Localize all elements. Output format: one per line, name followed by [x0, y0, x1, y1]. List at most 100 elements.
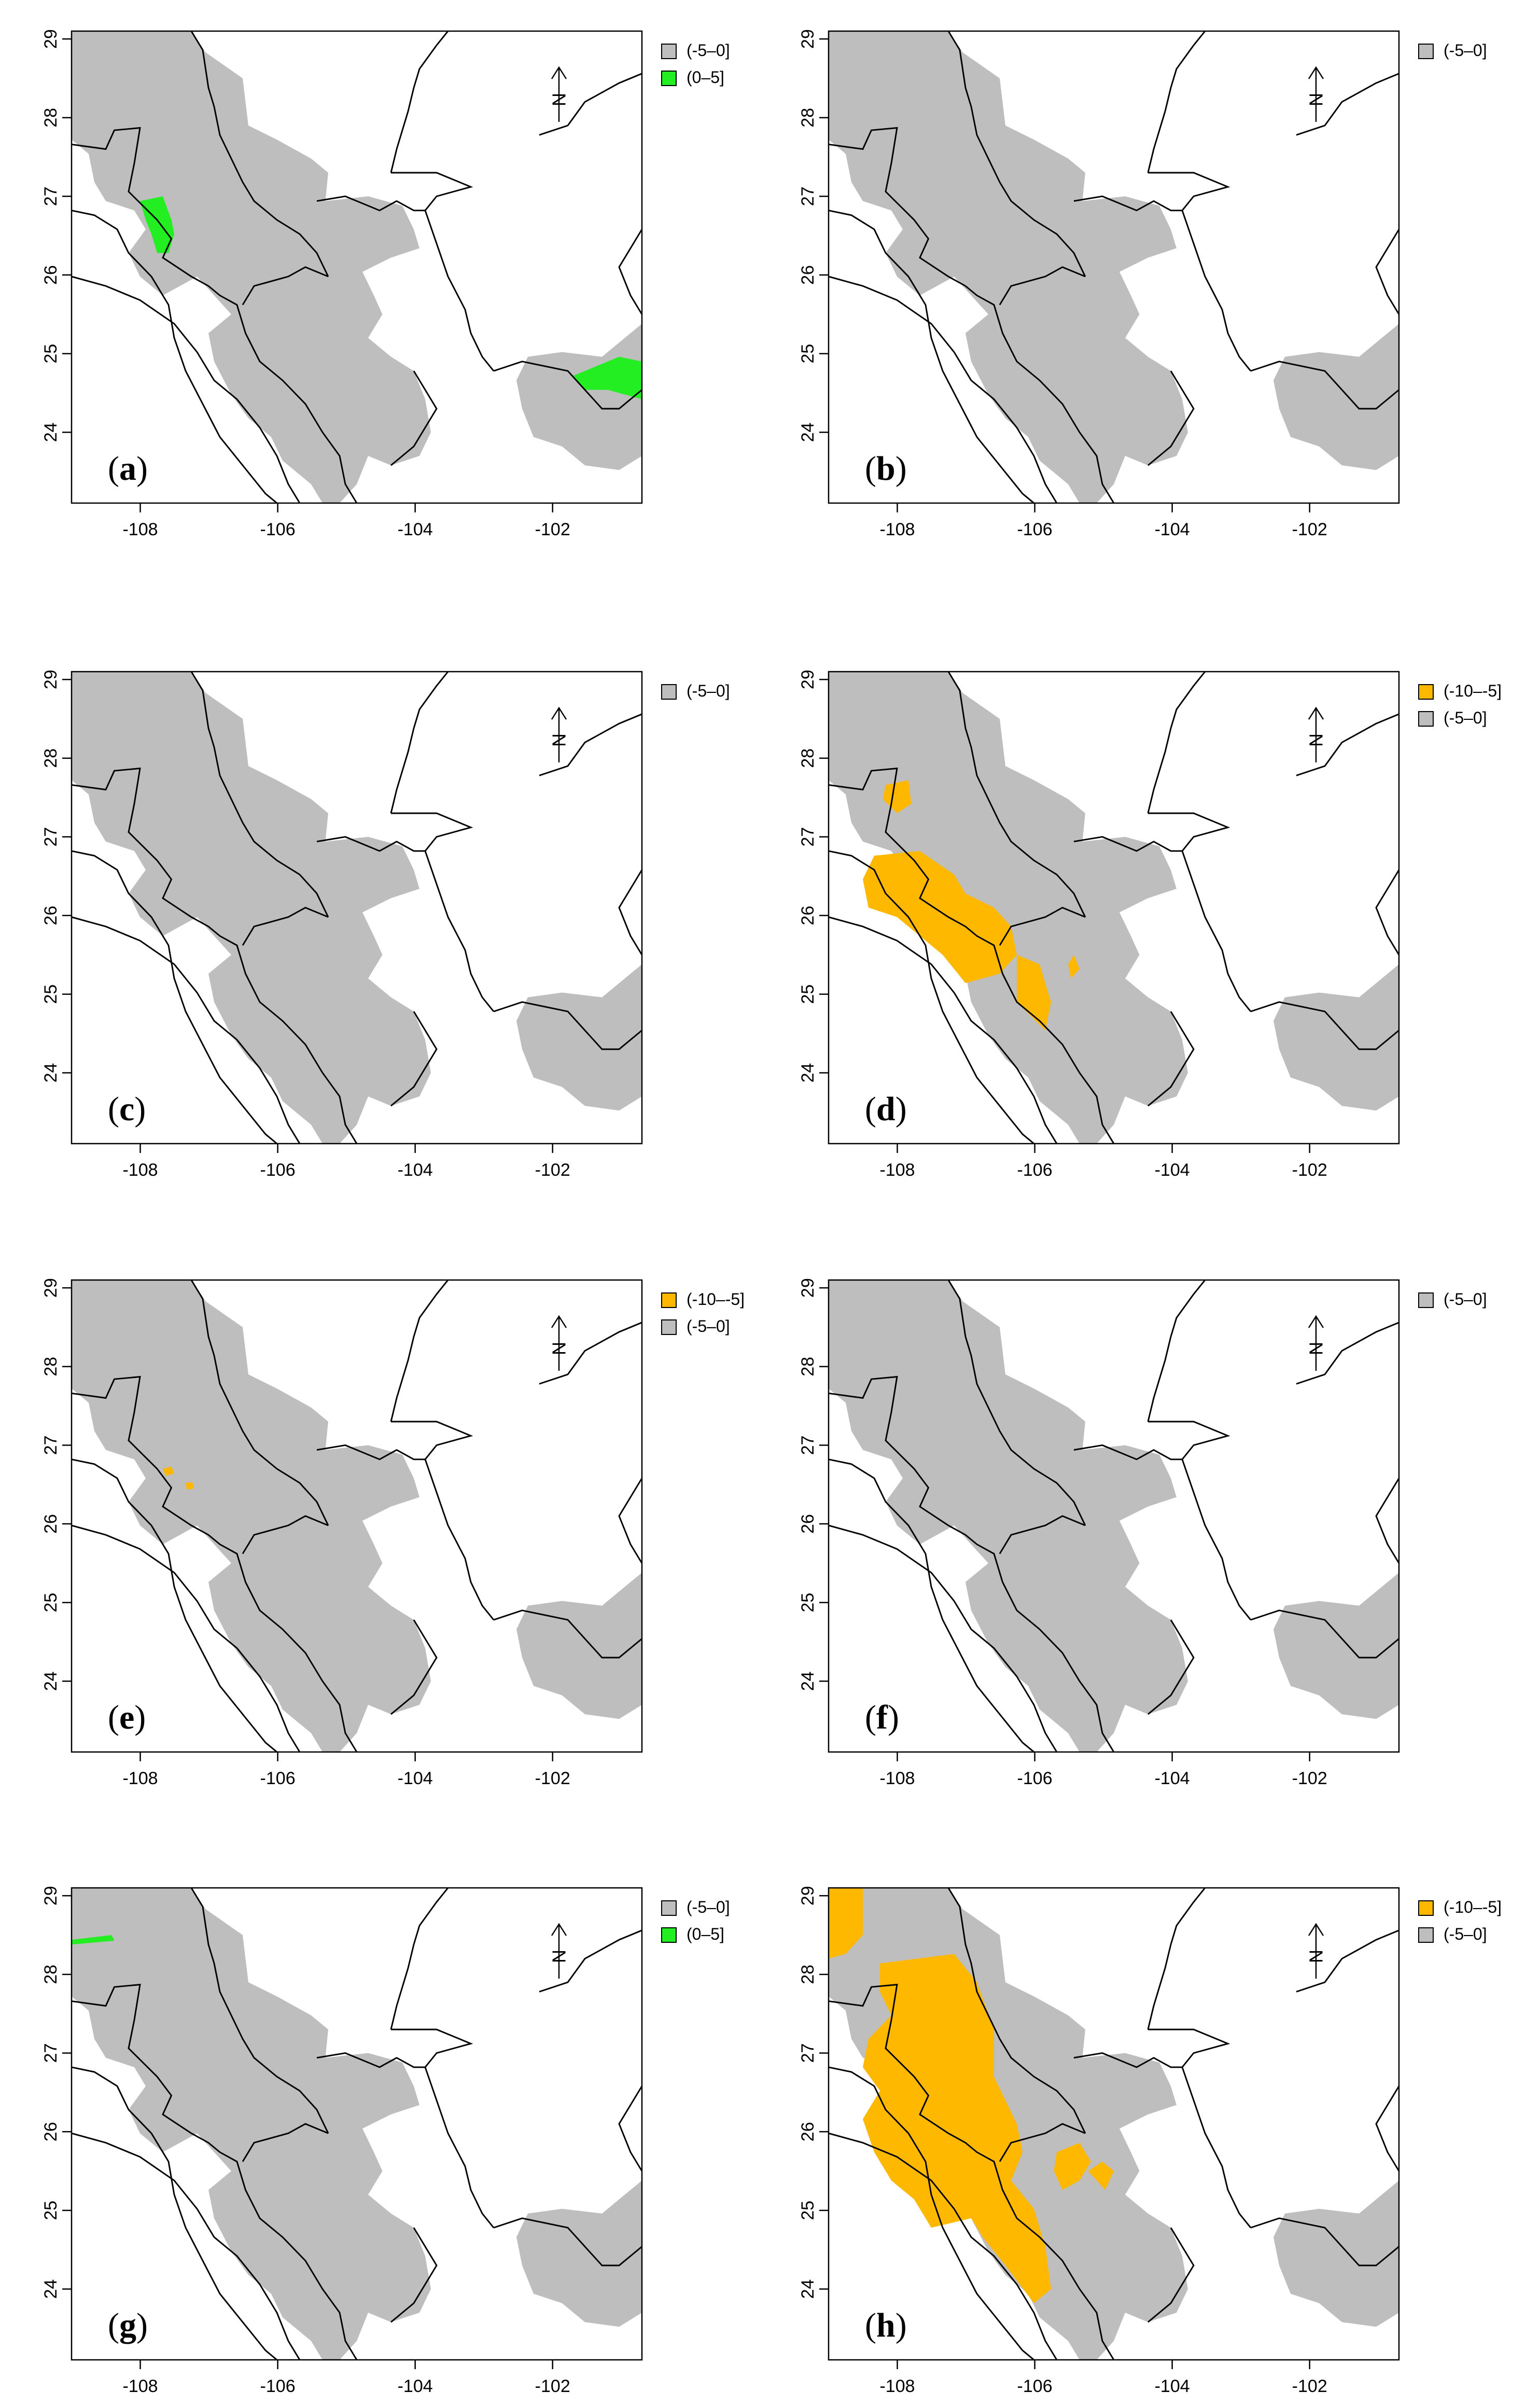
- y-tick-label: 28: [41, 108, 61, 128]
- legend-swatch: [1418, 684, 1434, 700]
- plot-frame: [71, 30, 643, 504]
- border-line: [425, 1459, 494, 1620]
- plot-frame: [828, 1279, 1400, 1753]
- border-line: [948, 672, 1085, 917]
- gray-zone: [829, 1280, 1188, 1752]
- north-arrow: N: [549, 66, 570, 122]
- y-tick-label: 24: [798, 2279, 818, 2299]
- plot-frame: [828, 671, 1400, 1145]
- border-line: [494, 2218, 642, 2265]
- y-tick-label: 26: [798, 906, 818, 925]
- legend-swatch: [661, 44, 677, 59]
- border-line: [948, 31, 1085, 276]
- y-tick-label: 24: [798, 423, 818, 442]
- x-tick-label: -108: [879, 1769, 915, 1788]
- panel-d: -108 -106 -104 -102 24 25 26 27 28 29 N (d) (-10–-5]…: [798, 670, 1502, 1180]
- legend-swatch: [661, 1292, 677, 1308]
- border-line: [1148, 1620, 1194, 1714]
- border-line: [539, 74, 642, 135]
- y-tick-label: 26: [41, 906, 61, 925]
- border-line: [72, 851, 277, 1144]
- border-line: [72, 917, 300, 1144]
- border-line: [391, 371, 437, 465]
- overlay-0_5: [573, 356, 642, 399]
- border-line: [391, 31, 448, 173]
- x-tick-label: -108: [879, 2376, 915, 2396]
- x-tick-label: -108: [879, 1160, 915, 1180]
- x-tick-label: -106: [1017, 2376, 1053, 2396]
- border-line: [425, 851, 494, 1011]
- y-tick-label: 29: [41, 670, 61, 689]
- border-line: [1148, 31, 1205, 173]
- x-tick-label: -106: [1017, 1769, 1053, 1788]
- y-tick-label: 29: [41, 1886, 61, 1906]
- y-tick-label: 26: [41, 2122, 61, 2141]
- border-line: [72, 276, 300, 503]
- border-line: [72, 1459, 277, 1752]
- gray-zone: [72, 672, 431, 1144]
- y-tick-label: 25: [798, 984, 818, 1004]
- north-label: N: [1306, 1342, 1327, 1355]
- border-line: [1148, 1280, 1205, 1422]
- y-tick-label: 24: [41, 2279, 61, 2299]
- map-layer: [829, 31, 1399, 503]
- border-line: [1251, 1610, 1399, 1658]
- legend-label: (0–5]: [687, 68, 724, 87]
- north-arrow: N: [549, 1315, 570, 1371]
- y-tick-label: 24: [41, 423, 61, 442]
- legend-swatch: [1418, 1292, 1434, 1308]
- border-line: [391, 1620, 437, 1714]
- map-layer: [72, 31, 642, 503]
- border-line: [948, 1888, 1085, 2133]
- panel-letter: (g): [108, 2306, 148, 2344]
- border-line: [391, 1888, 448, 2029]
- north-arrow: N: [1306, 706, 1327, 762]
- y-tick-label: 27: [798, 827, 818, 847]
- y-tick-label: 27: [798, 2043, 818, 2063]
- map-layer: [72, 1888, 642, 2360]
- border-line: [829, 2067, 1034, 2360]
- border-line: [72, 1525, 300, 1752]
- border-line: [1251, 361, 1399, 409]
- y-tick-label: 29: [798, 670, 818, 689]
- x-tick-label: -104: [398, 1160, 433, 1180]
- border-line: [1148, 371, 1194, 465]
- y-tick-label: 26: [41, 265, 61, 285]
- y-tick-label: 28: [41, 1965, 61, 1984]
- legend-swatch: [661, 1319, 677, 1335]
- panel-letter: (c): [108, 1090, 146, 1128]
- border-line: [243, 908, 328, 945]
- y-tick-label: 27: [41, 2043, 61, 2063]
- y-tick-label: 27: [798, 1436, 818, 1455]
- x-tick-label: -102: [535, 520, 570, 539]
- gray-zone-east: [516, 964, 642, 1111]
- overlay-neg10_neg5: [1088, 2161, 1114, 2190]
- gray-zone: [72, 1280, 431, 1752]
- border-line: [829, 1985, 1114, 2360]
- y-tick-label: 25: [798, 1593, 818, 1612]
- x-tick-label: -104: [1155, 520, 1190, 539]
- x-tick-label: -106: [260, 2376, 296, 2396]
- panel-letter: (b): [865, 450, 907, 488]
- panels-grid: -108 -106 -104 -102 24 25 26 27 28 29 N (a) (-5–0] (0…: [41, 29, 1502, 2396]
- y-tick-label: 27: [41, 827, 61, 847]
- panel-e: -108 -106 -104 -102 24 25 26 27 28 29 N (e) (-10–-5]…: [41, 1278, 745, 1788]
- legend-swatch: [661, 684, 677, 700]
- border-line: [1000, 908, 1085, 945]
- y-tick-label: 26: [798, 265, 818, 285]
- legend: (-5–0] (0–5]: [661, 41, 730, 87]
- x-tick-label: -106: [260, 520, 296, 539]
- x-tick-label: -106: [1017, 1160, 1053, 1180]
- border-line: [1000, 267, 1085, 305]
- y-tick-label: 24: [41, 1672, 61, 1691]
- border-line: [243, 267, 328, 305]
- border-line: [72, 1985, 357, 2360]
- border-line: [539, 1323, 642, 1384]
- border-line: [494, 1610, 642, 1658]
- panel-letter: (a): [108, 450, 148, 488]
- border-line: [494, 1002, 642, 1049]
- y-tick-label: 25: [41, 984, 61, 1004]
- border-line: [539, 1930, 642, 1992]
- legend-swatch: [1418, 1927, 1434, 1943]
